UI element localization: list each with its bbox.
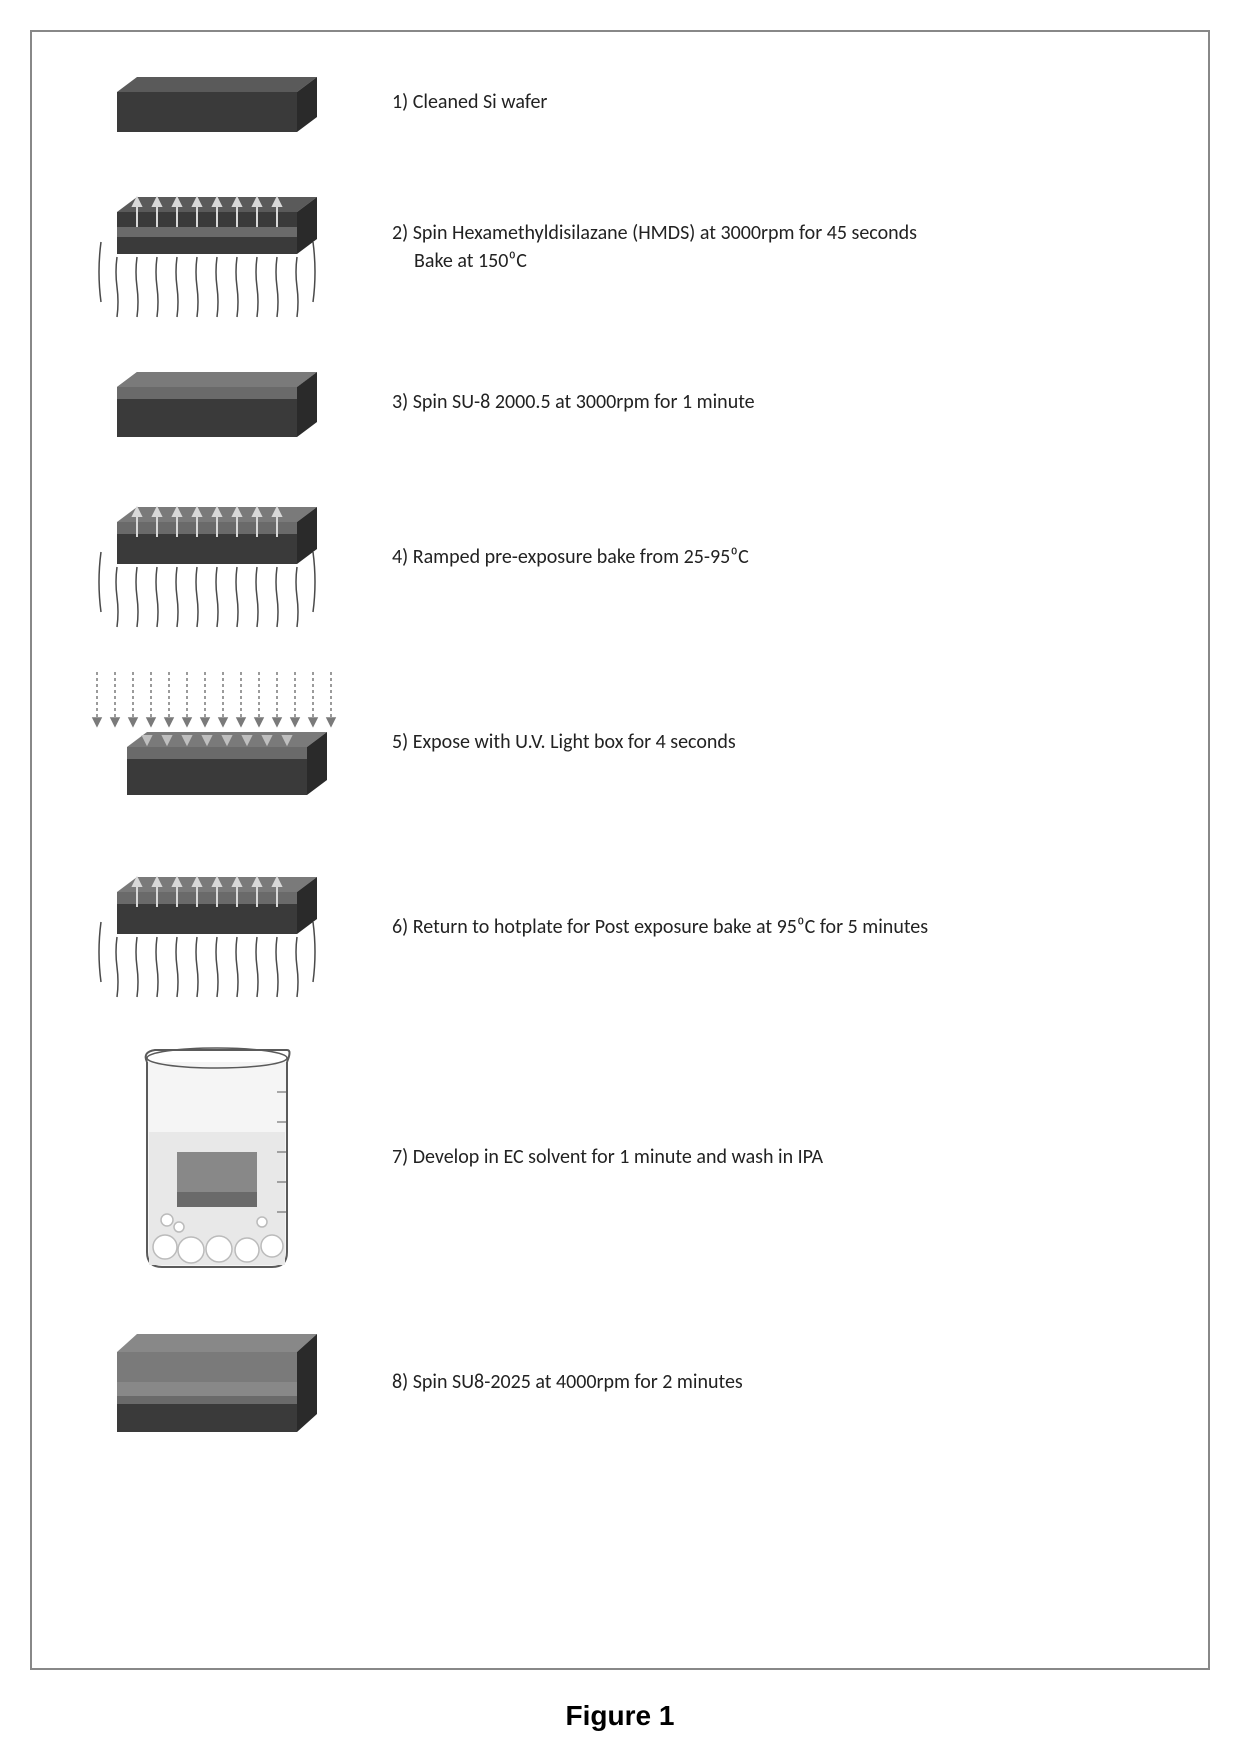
illustration-wafer bbox=[62, 62, 372, 142]
step-label: 1) Cleaned Si wafer bbox=[372, 88, 547, 116]
illustration-wafer-uv bbox=[62, 662, 372, 822]
illustration-wafer-layer-heated bbox=[62, 482, 372, 632]
step-row: 5) Expose with U.V. Light box for 4 seco… bbox=[62, 662, 1158, 822]
illustration-wafer-layer-heated bbox=[62, 852, 372, 1002]
figure-caption: Figure 1 bbox=[30, 1700, 1210, 1732]
step-label: 4) Ramped pre-exposure bake from 25-95⁰C bbox=[372, 543, 749, 571]
step-row: 1) Cleaned Si wafer bbox=[62, 62, 1158, 142]
step-row: 6) Return to hotplate for Post exposure … bbox=[62, 852, 1158, 1002]
step-row: 3) Spin SU-8 2000.5 at 3000rpm for 1 min… bbox=[62, 352, 1158, 452]
step-label: 3) Spin SU-8 2000.5 at 3000rpm for 1 min… bbox=[372, 388, 755, 416]
step-label: 8) Spin SU8-2025 at 4000rpm for 2 minute… bbox=[372, 1368, 743, 1396]
illustration-wafer-layer bbox=[62, 352, 372, 452]
figure-frame: 1) Cleaned Si wafer bbox=[30, 30, 1210, 1670]
step-row: 4) Ramped pre-exposure bake from 25-95⁰C bbox=[62, 482, 1158, 632]
illustration-beaker bbox=[62, 1032, 372, 1282]
step-row: 7) Develop in EC solvent for 1 minute an… bbox=[62, 1032, 1158, 1282]
step-label: 5) Expose with U.V. Light box for 4 seco… bbox=[372, 728, 736, 756]
step-label: 2) Spin Hexamethyldisilazane (HMDS) at 3… bbox=[372, 219, 917, 275]
illustration-wafer-thick bbox=[62, 1312, 372, 1452]
step-row: 8) Spin SU8-2025 at 4000rpm for 2 minute… bbox=[62, 1312, 1158, 1452]
illustration-wafer-heated bbox=[62, 172, 372, 322]
step-row: 2) Spin Hexamethyldisilazane (HMDS) at 3… bbox=[62, 172, 1158, 322]
step-label: 7) Develop in EC solvent for 1 minute an… bbox=[372, 1143, 823, 1171]
step-label: 6) Return to hotplate for Post exposure … bbox=[372, 913, 928, 941]
